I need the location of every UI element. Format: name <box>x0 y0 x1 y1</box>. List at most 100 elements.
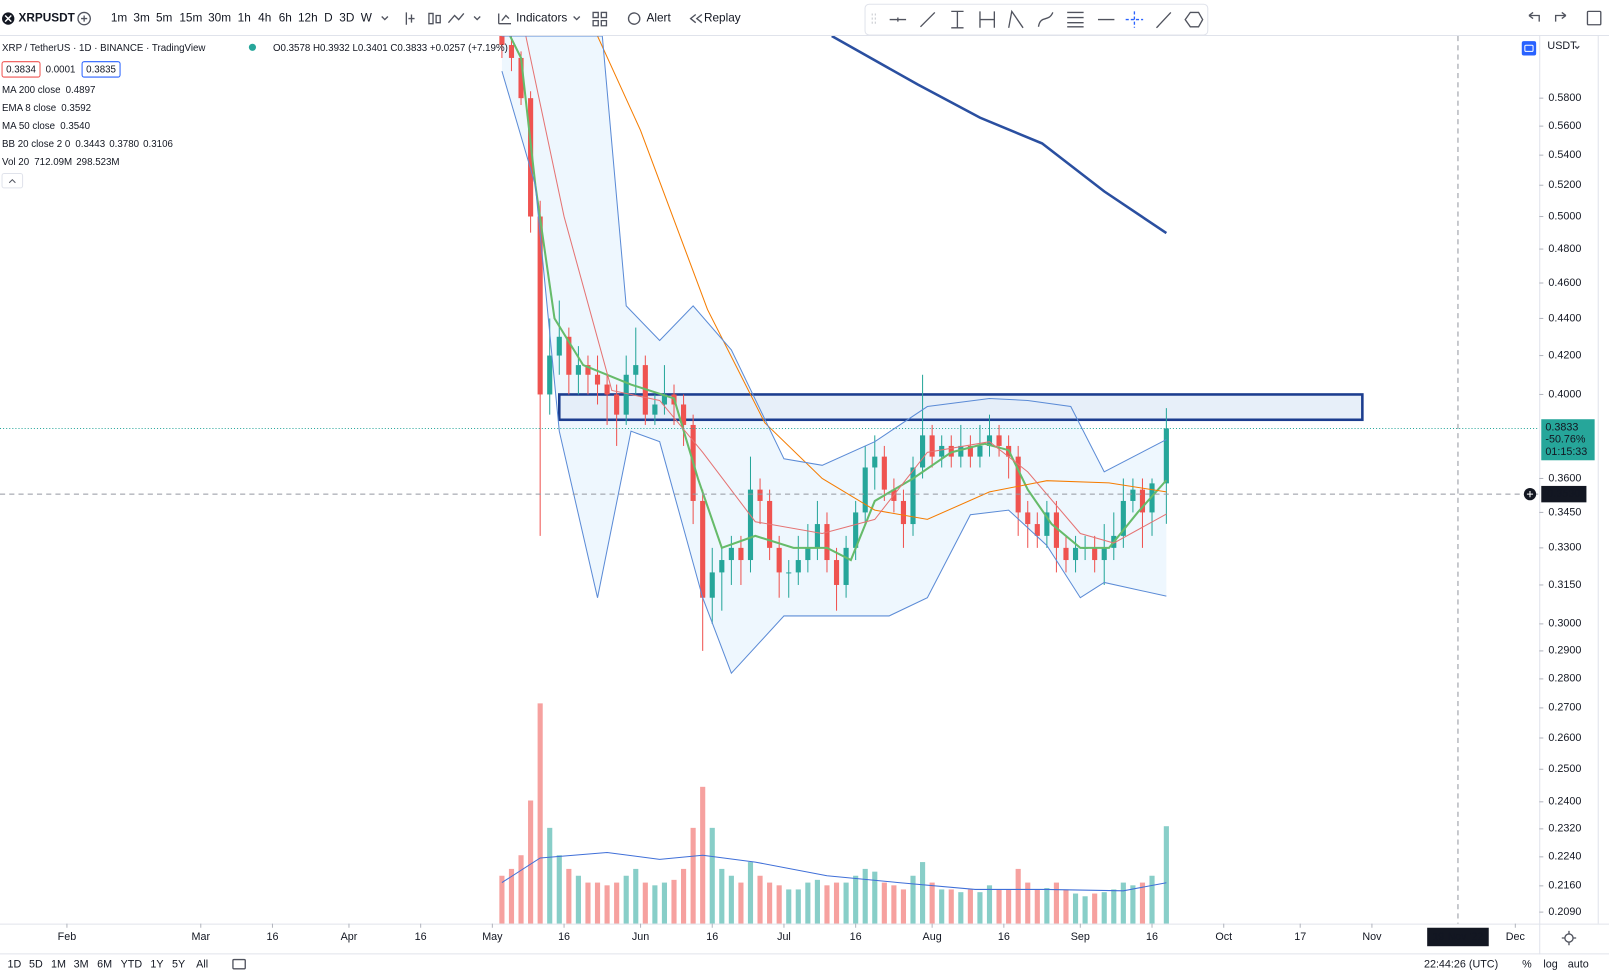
legend-indicator-label[interactable]: MA 200 close <box>2 85 60 96</box>
range-button[interactable]: YTD <box>121 959 143 971</box>
candle-body <box>508 44 515 58</box>
y-tick-label: 0.2090 <box>1548 906 1581 918</box>
date-range-button[interactable] <box>232 958 246 970</box>
pattern-tool[interactable] <box>1008 9 1024 29</box>
y-tick-label: 0.2320 <box>1548 823 1581 835</box>
date-range-tool[interactable] <box>979 11 996 28</box>
line-style-button[interactable] <box>447 13 465 24</box>
range-button[interactable]: 5Y <box>172 959 185 971</box>
candle-body <box>499 36 505 45</box>
crosshair-y-tag <box>1541 485 1587 503</box>
range-button[interactable]: 1D <box>7 959 21 971</box>
currency-label[interactable]: USDT <box>1547 40 1577 52</box>
interval-button[interactable]: 3m <box>133 11 150 25</box>
ask-price[interactable]: 0.3835 <box>86 64 116 75</box>
legend-indicator-label[interactable]: Vol 20 <box>2 157 30 168</box>
candles-style-button[interactable] <box>428 12 441 25</box>
auto-toggle[interactable]: auto <box>1568 959 1589 971</box>
candle-body <box>824 524 830 561</box>
legend-indicator-value: 0.3592 <box>61 103 91 114</box>
volume-bar <box>728 875 734 924</box>
interval-button[interactable]: 1h <box>238 11 251 25</box>
legend-indicator-label[interactable]: BB 20 close 2 0 <box>2 139 71 150</box>
curve-tool[interactable] <box>1037 12 1054 27</box>
shape-tool[interactable] <box>1184 11 1204 28</box>
style-dropdown[interactable] <box>473 16 481 21</box>
interval-button[interactable]: D <box>324 11 333 25</box>
x-tick-label: 16 <box>558 931 570 943</box>
y-tick-label: 0.2900 <box>1548 645 1581 657</box>
legend-collapse-button[interactable] <box>1 173 24 189</box>
bollinger-fill <box>501 36 1167 674</box>
indicator-line <box>508 36 1168 562</box>
symbol-name[interactable]: XRPUSDT <box>18 11 75 25</box>
volume-bar <box>967 889 973 924</box>
interval-button[interactable]: 5m <box>156 11 173 25</box>
brush-tool[interactable] <box>1155 11 1172 29</box>
cross-line-tool[interactable] <box>1125 11 1144 28</box>
interval-button[interactable]: 15m <box>179 11 202 25</box>
interval-button[interactable]: 3D <box>339 11 354 25</box>
y-tick-label: 0.5800 <box>1548 92 1581 104</box>
log-toggle[interactable]: log <box>1543 959 1557 971</box>
templates-button[interactable] <box>592 11 608 27</box>
interval-button[interactable]: W <box>361 11 373 25</box>
indicators-button[interactable]: Indicators <box>516 11 567 25</box>
candle-body <box>594 374 601 385</box>
fib-tool[interactable] <box>1067 11 1084 28</box>
candle-body <box>872 456 878 468</box>
interval-button[interactable]: 1m <box>111 11 128 25</box>
legend-indicator-value: 0.4897 <box>66 85 96 96</box>
fullscreen-button[interactable] <box>1586 10 1602 26</box>
bid-price[interactable]: 0.3834 <box>6 64 36 75</box>
trend-line-tool[interactable] <box>919 11 936 28</box>
bar-countdown: 01:15:33 <box>1545 446 1587 458</box>
volume-bar <box>757 875 763 924</box>
interval-button[interactable]: 6h <box>279 11 292 25</box>
percent-toggle[interactable]: % <box>1522 959 1532 971</box>
horizontal-ray-tool[interactable] <box>889 17 907 22</box>
alert-button[interactable]: Alert <box>646 11 671 25</box>
volume-bar <box>929 882 935 924</box>
replay-icon <box>689 13 703 24</box>
x-tick-label: 16 <box>1146 931 1158 943</box>
currency-dropdown[interactable] <box>1574 45 1580 50</box>
interval-dropdown[interactable] <box>381 16 389 21</box>
range-button[interactable]: 1Y <box>150 959 163 971</box>
candle-body <box>709 572 715 598</box>
candle-body <box>786 572 792 574</box>
redo-button[interactable] <box>1554 11 1567 22</box>
candle-body <box>833 560 840 585</box>
range-button[interactable]: All <box>196 959 208 971</box>
volume-bar <box>1120 882 1126 924</box>
legend-indicator-label[interactable]: EMA 8 close <box>2 103 56 114</box>
undo-button[interactable] <box>1528 11 1540 22</box>
range-button[interactable]: 5D <box>29 959 43 971</box>
drawing-toolbar-grip[interactable] <box>871 13 876 24</box>
replay-button[interactable]: Replay <box>704 11 741 25</box>
candle-body <box>996 435 1002 446</box>
interval-button[interactable]: 12h <box>298 11 318 25</box>
range-button[interactable]: 6M <box>97 959 112 971</box>
candle-body <box>920 435 926 468</box>
object-tree-button[interactable] <box>1521 41 1537 56</box>
y-tick-label: 0.2700 <box>1548 702 1581 714</box>
legend-indicator-label[interactable]: MA 50 close <box>2 121 55 132</box>
candle-body <box>853 512 859 548</box>
range-button[interactable]: 1M <box>51 959 66 971</box>
bars-style-button[interactable] <box>405 12 415 25</box>
volume-bar <box>508 868 515 924</box>
range-button[interactable]: 3M <box>74 959 89 971</box>
volume-bar <box>661 882 668 924</box>
interval-button[interactable]: 4h <box>258 11 271 25</box>
indicators-icon <box>498 13 512 25</box>
indicators-dropdown[interactable] <box>573 16 581 21</box>
candle-body <box>1101 547 1107 561</box>
interval-button[interactable]: 30m <box>208 11 231 25</box>
indicator-line <box>501 36 1167 473</box>
compare-button[interactable] <box>77 11 91 26</box>
candle-body <box>1044 512 1050 536</box>
x-tick-label: 16 <box>266 931 278 943</box>
price-range-tool[interactable] <box>951 10 964 29</box>
